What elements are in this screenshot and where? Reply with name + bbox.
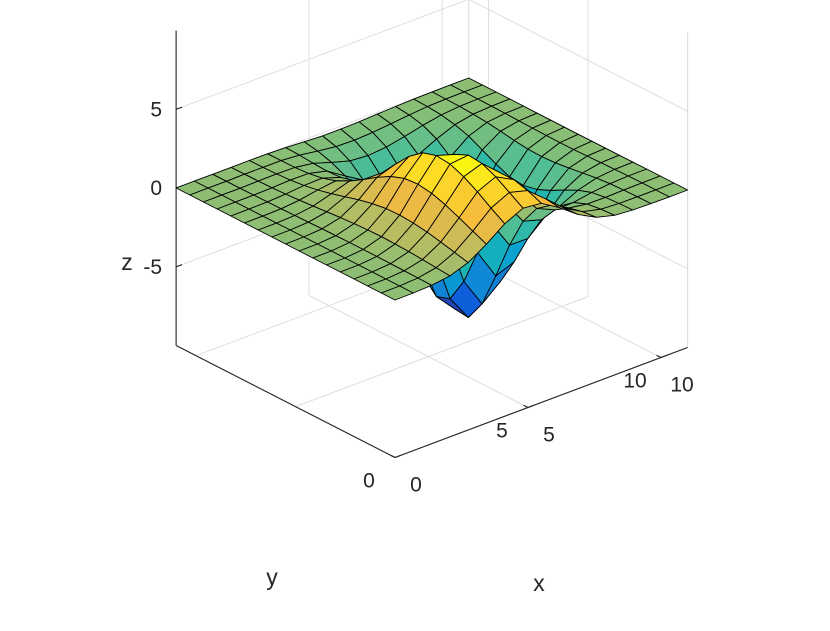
z-tick-label: 5 xyxy=(150,98,162,121)
floor-gridline-x xyxy=(308,295,529,408)
axis-layer: 0 5 10 0 5 10 -5 0 5 xyxy=(143,30,694,497)
y-tick xyxy=(660,354,668,359)
x-tick xyxy=(656,354,662,358)
floor-gridline-y xyxy=(295,296,589,408)
y-tick-label: 0 xyxy=(363,470,375,493)
wall-gridline-z xyxy=(468,0,688,112)
surface-layer xyxy=(175,77,689,318)
x-axis-line xyxy=(394,346,688,459)
y-axis-label: y xyxy=(266,564,278,590)
z-tick-label: 0 xyxy=(150,177,162,200)
x-tick-label: 10 xyxy=(670,374,693,397)
y-tick xyxy=(527,404,535,409)
x-tick-label: 0 xyxy=(410,474,422,497)
z-axis-label: z xyxy=(121,249,133,275)
x-tick-label: 5 xyxy=(543,424,555,447)
z-tick xyxy=(175,106,183,110)
z-tick-label: -5 xyxy=(143,256,162,279)
y-tick-label: 5 xyxy=(496,420,508,443)
y-tick-label: 10 xyxy=(623,370,646,393)
x-tick xyxy=(523,404,529,408)
y-axis-line xyxy=(175,345,396,458)
surface-face xyxy=(380,285,414,301)
y-tick xyxy=(394,454,402,459)
wall-gridline-z xyxy=(175,0,469,110)
x-tick xyxy=(390,454,396,458)
x-axis-label: x xyxy=(533,570,545,596)
label-layer: x y z xyxy=(121,249,545,596)
z-tick xyxy=(175,264,183,268)
